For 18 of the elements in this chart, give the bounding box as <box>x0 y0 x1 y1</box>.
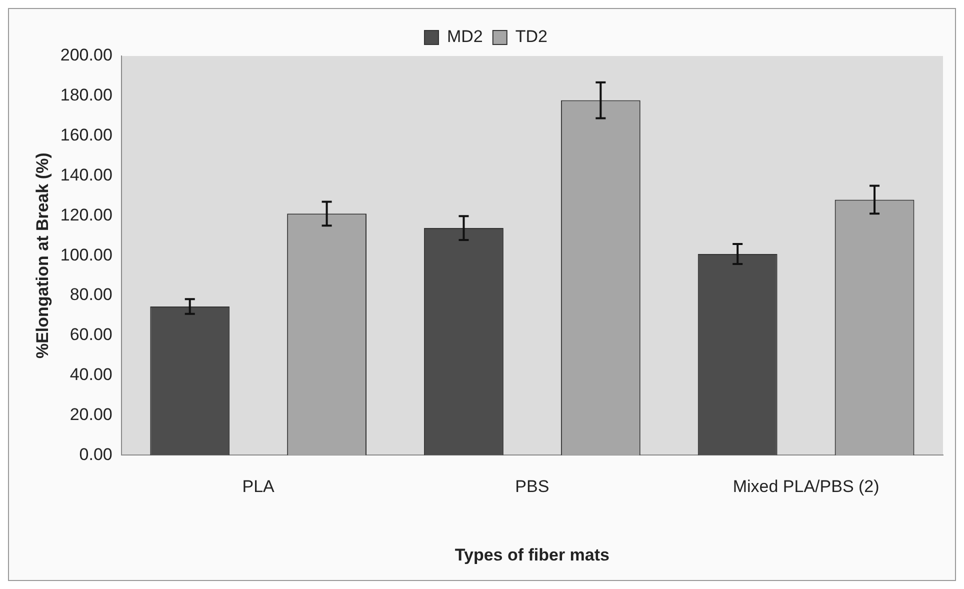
y-tick-label: 120.00 <box>60 205 112 224</box>
x-axis-title: Types of fiber mats <box>454 545 610 564</box>
legend-label: MD2 <box>446 27 483 46</box>
y-tick-label: 200.00 <box>60 46 112 65</box>
y-tick-label: 100.00 <box>60 245 112 264</box>
y-tick-label: 20.00 <box>70 404 112 424</box>
y-tick-label: 60.00 <box>70 325 112 344</box>
y-tick-label: 80.00 <box>70 285 112 304</box>
x-tick-label: Mixed PLA/PBS (2) <box>732 477 880 496</box>
y-tick-label: 160.00 <box>60 126 112 145</box>
x-tick-label: PLA <box>242 477 276 496</box>
y-axis-title: %Elongation at Break (%) <box>32 152 52 359</box>
y-tick-label: 180.00 <box>60 86 112 105</box>
y-tick-label: 140.00 <box>60 165 112 184</box>
y-tick-label: 0.00 <box>79 444 112 464</box>
x-tick-label: PBS <box>515 477 550 496</box>
legend-label: TD2 <box>515 27 548 46</box>
y-tick-label: 40.00 <box>70 365 112 384</box>
